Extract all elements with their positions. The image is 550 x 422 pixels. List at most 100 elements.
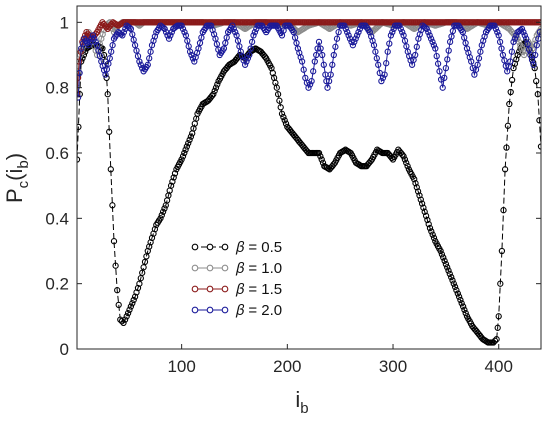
data-point	[137, 61, 144, 68]
data-point	[491, 337, 499, 344]
y-axis-label-main: P	[2, 188, 27, 203]
data-point	[103, 24, 110, 31]
data-point	[189, 55, 197, 62]
data-point	[532, 51, 539, 59]
x-tick-label: 300	[379, 357, 407, 376]
data-point	[413, 184, 420, 191]
data-point	[524, 40, 531, 48]
data-point	[317, 153, 324, 160]
data-point	[179, 153, 187, 160]
data-point	[124, 309, 132, 317]
data-point	[198, 34, 205, 41]
data-point	[492, 25, 500, 33]
data-point	[372, 48, 379, 55]
data-point	[323, 77, 330, 85]
data-point	[342, 25, 349, 33]
data-point	[424, 216, 431, 224]
data-point	[442, 260, 450, 268]
data-point	[520, 28, 527, 36]
legend-label: 𝛽 = 1.0	[235, 260, 282, 277]
data-point	[91, 35, 98, 42]
data-point	[403, 159, 410, 166]
data-point	[461, 306, 468, 313]
data-point	[320, 61, 327, 68]
x-axis-label-main: i	[295, 387, 300, 412]
data-point	[118, 318, 126, 325]
data-point	[92, 38, 99, 46]
data-point	[468, 58, 475, 65]
data-point	[507, 58, 514, 65]
data-point	[422, 212, 430, 220]
data-point	[230, 25, 237, 33]
data-point	[213, 40, 221, 48]
data-point	[160, 24, 167, 31]
data-point	[381, 71, 388, 78]
data-point	[129, 31, 136, 38]
data-point	[241, 61, 249, 68]
data-point	[103, 66, 111, 73]
plot-frame	[76, 5, 542, 350]
x-tick-label: 400	[485, 357, 513, 376]
legend-marker	[206, 243, 214, 251]
data-point	[534, 91, 541, 98]
data-point	[327, 71, 334, 78]
data-point	[425, 220, 432, 228]
data-point	[277, 104, 284, 111]
data-point	[77, 69, 83, 77]
data-point	[429, 231, 436, 238]
data-point	[530, 61, 537, 68]
data-point	[120, 319, 127, 327]
data-point	[448, 273, 455, 281]
data-point	[490, 339, 497, 346]
data-point	[229, 22, 236, 29]
y-axis-label-sub1: c	[15, 180, 32, 188]
data-point	[535, 35, 541, 42]
data-point	[537, 25, 541, 33]
data-point	[444, 56, 451, 63]
data-point	[212, 84, 220, 91]
data-point	[169, 178, 176, 185]
data-point	[88, 35, 95, 42]
data-point	[427, 35, 435, 42]
data-point	[513, 32, 520, 39]
data-point	[421, 208, 428, 215]
data-point	[446, 270, 453, 278]
data-point	[474, 61, 481, 68]
data-point	[501, 166, 509, 173]
data-point	[108, 48, 115, 55]
data-point	[170, 174, 177, 181]
data-point	[426, 224, 434, 232]
data-point	[378, 77, 385, 85]
data-point	[187, 133, 195, 140]
data-point	[462, 39, 469, 47]
legend-item: 𝛽 = 1.0	[191, 260, 282, 277]
data-point	[399, 151, 406, 158]
data-point	[278, 110, 286, 117]
x-axis-label: ib	[295, 387, 308, 417]
data-point	[496, 38, 504, 46]
data-point	[370, 42, 378, 49]
data-point	[536, 28, 541, 36]
data-point	[324, 84, 331, 91]
legend-marker	[221, 306, 229, 314]
data-point	[451, 283, 459, 291]
data-point	[186, 48, 194, 55]
data-point	[416, 192, 423, 199]
data-point	[126, 24, 133, 31]
data-point	[133, 47, 140, 54]
data-point	[178, 156, 185, 163]
data-point	[457, 296, 464, 304]
data-point	[139, 64, 146, 72]
legend-marker	[206, 264, 214, 272]
y-tick-label: 0.4	[45, 209, 69, 228]
data-point	[276, 97, 283, 104]
data-point	[521, 32, 528, 39]
data-point	[434, 60, 442, 67]
y-tick-label: 0.2	[45, 275, 69, 294]
data-point	[404, 162, 411, 170]
data-point	[195, 45, 202, 52]
data-point	[425, 28, 432, 36]
data-point	[305, 84, 312, 91]
legend-marker	[221, 264, 229, 272]
data-point	[181, 149, 188, 157]
